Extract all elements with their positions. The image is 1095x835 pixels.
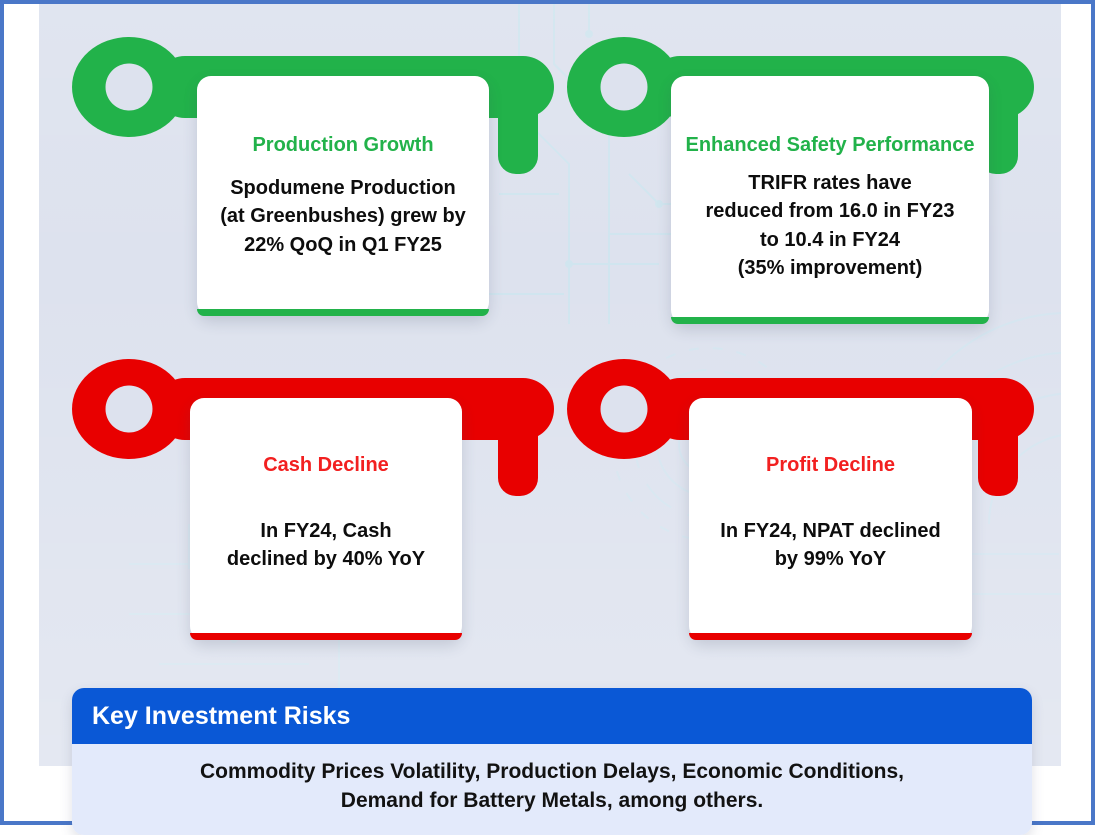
card-accent-bar — [190, 633, 462, 640]
card-body-line: Spodumene Production — [230, 177, 456, 199]
key-tooth-icon — [498, 434, 538, 496]
card-accent-bar — [689, 633, 972, 640]
card-body-line: (at Greenbushes) grew by — [220, 205, 466, 228]
key-tooth-icon — [978, 434, 1018, 496]
card-body-line: declined by 40% YoY — [226, 548, 426, 571]
risks-header: Key Investment Risks — [72, 688, 1032, 744]
risks-text-line: Demand for Battery Metals, among others. — [340, 789, 764, 813]
info-card[interactable]: Production Growth Spodumene Production (… — [197, 76, 489, 316]
key-head-icon — [72, 37, 186, 137]
content-panel: B — [39, 4, 1061, 766]
card-subtitle: Production Growth — [252, 134, 434, 156]
key-head-icon — [72, 359, 186, 459]
card-subtitle: Cash Decline — [263, 454, 389, 476]
card-body-line: (35% improvement) — [737, 257, 923, 280]
key-investment-risks-banner: Key Investment Risks Commodity Prices Vo… — [72, 688, 1032, 835]
risks-text-line: Commodity Prices Volatility, Production … — [199, 760, 904, 783]
card-body: Spodumene Production (at Greenbushes) gr… — [212, 174, 474, 259]
info-card[interactable]: Profit Decline In FY24, NPAT declined by… — [689, 398, 972, 640]
key-head-icon — [567, 359, 681, 459]
card-body-line: 22% QoQ in Q1 FY25 — [244, 233, 442, 256]
card-body-line: In FY24, NPAT declined — [720, 520, 941, 542]
card-body: In FY24, NPAT declined by 99% YoY — [712, 517, 948, 574]
key-tooth-icon — [498, 112, 538, 174]
card-body-line: In FY24, Cash — [260, 520, 392, 542]
card-subtitle: Profit Decline — [766, 454, 895, 476]
card-body-line: by 99% YoY — [774, 548, 887, 571]
risks-text: Commodity Prices Volatility, Production … — [92, 757, 1012, 816]
card-body-line: reduced from 16.0 in FY23 — [705, 200, 955, 223]
card-subtitle: Enhanced Safety Performance — [685, 134, 975, 156]
card-body: TRIFR rates have reduced from 16.0 in FY… — [698, 169, 963, 283]
risks-title: Key Investment Risks — [92, 701, 351, 730]
card-accent-bar — [197, 309, 489, 316]
card-accent-bar — [671, 317, 989, 324]
key-head-icon — [567, 37, 681, 137]
risks-body: Commodity Prices Volatility, Production … — [72, 744, 1032, 835]
card-body: In FY24, Cash declined by 40% YoY — [219, 517, 433, 574]
info-card[interactable]: Cash Decline In FY24, Cash declined by 4… — [190, 398, 462, 640]
card-body-line: to 10.4 in FY24 — [759, 228, 901, 251]
info-card[interactable]: Enhanced Safety Performance TRIFR rates … — [671, 76, 989, 324]
card-body-line: TRIFR rates have — [748, 172, 912, 194]
